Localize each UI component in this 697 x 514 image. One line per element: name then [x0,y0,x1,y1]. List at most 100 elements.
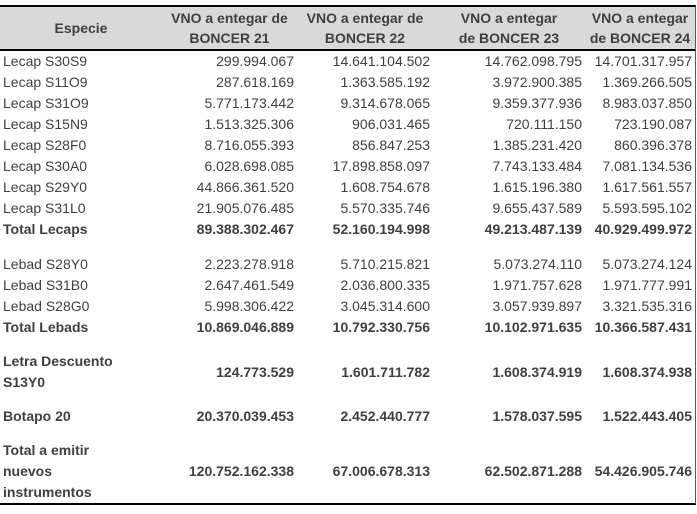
especie-cell: Lecap S30S9 [0,51,162,72]
vno-boncer-table: Especie VNO a entegar de BONCER 21 VNO a… [0,5,696,505]
value-cell-boncer22: 67.006.678.313 [332,463,430,479]
value-cell-boncer22: 10.792.330.756 [332,319,430,335]
table-row: Lecap S31L0 21.905.076.485 5.570.335.746… [0,198,695,219]
value-cell-boncer24: 54.426.905.746 [594,463,692,479]
value-cell-boncer21: 21.905.076.485 [196,200,294,216]
header-line: VNO a entegar de [306,10,424,26]
value-cell-boncer24: 7.081.134.536 [602,158,692,174]
value-cell-boncer21: 6.028.698.085 [204,158,294,174]
especie-label-line: nuevos [3,463,53,479]
value-cell-boncer24: 5.073.274.124 [602,256,692,272]
header-line: VNO a entegar de [171,10,288,26]
especie-label-line: Lebad S28G0 [3,298,90,314]
value-cell-boncer23: 3.972.900.385 [492,74,582,90]
especie-label-line: Total a emitir [3,442,90,458]
header-line: VNO a entegar [591,10,689,26]
especie-label-line: Letra Descuento [3,353,113,369]
value-cell-boncer22: 9.314.678.065 [340,95,430,111]
value-cell-boncer23: 62.502.871.288 [484,463,582,479]
value-cell-boncer23: 10.102.971.635 [484,319,582,335]
value-cell-boncer22: 1.608.754.678 [340,179,430,195]
spacer-row [0,338,695,351]
value-cell-boncer24: 3.321.535.316 [602,298,692,314]
table-row: Total a emitir nuevos instrumentos 120.752… [0,440,695,503]
table-row: Lecap S11O9 287.618.169 1.363.585.192 3.… [0,72,695,93]
especie-cell: Lecap S30A0 [0,156,162,177]
especie-cell: Lecap S15N9 [0,114,162,135]
especie-label-line: instrumentos [3,484,92,500]
table-row: Lebad S28Y0 2.223.278.918 5.710.215.821 … [0,254,695,275]
especie-label-line: Lecap S29Y0 [3,179,88,195]
value-cell-boncer22: 1.601.711.782 [341,363,430,380]
table-row: Lecap S28F0 8.716.055.393 856.847.253 1.… [0,135,695,156]
value-cell-boncer24: 1.608.374.938 [602,363,692,380]
especie-cell: Lebad S28G0 [0,296,162,317]
header-line: Especie [54,20,108,36]
especie-label-line: Lecap S31L0 [3,200,86,216]
value-cell-boncer23: 9.359.377.936 [492,95,582,111]
value-cell-boncer21: 8.716.055.393 [204,137,294,153]
especie-label-line: Lecap S30A0 [3,158,88,174]
value-cell-boncer21: 20.370.039.453 [196,408,294,424]
value-cell-boncer24: 8.983.037.850 [602,95,692,111]
especie-cell: Botapo 20 [0,406,162,427]
especie-cell: Lecap S11O9 [0,72,162,93]
value-cell-boncer23: 1.385.231.420 [492,137,582,153]
value-cell-boncer22: 2.036.800.335 [340,277,430,293]
especie-cell: Letra Descuento S13Y0 [0,351,162,393]
value-cell-boncer23: 5.073.274.110 [493,256,583,272]
value-cell-boncer21: 299.994.067 [216,53,294,69]
value-cell-boncer24: 723.190.087 [614,116,692,132]
value-cell-boncer22: 856.847.253 [352,137,430,153]
header-line: de BONCER 23 [458,30,560,46]
especie-label-line: Lecap S15N9 [3,116,88,132]
value-cell-boncer21: 44.866.361.520 [196,179,294,195]
value-cell-boncer22: 5.570.335.746 [340,200,430,216]
especie-label-line: Lebad S28Y0 [3,256,88,272]
value-cell-boncer21: 10.869.046.889 [196,319,294,335]
value-cell-boncer24: 1.971.777.991 [602,277,692,293]
value-cell-boncer23: 3.057.939.897 [492,298,582,314]
spacer-row [0,427,695,440]
value-cell-boncer23: 1.971.757.628 [492,277,582,293]
value-cell-boncer22: 17.898.858.097 [332,158,430,174]
header-line: BONCER 22 [324,30,406,46]
value-cell-boncer23: 49.213.487.139 [484,221,582,237]
value-cell-boncer23: 14.762.098.795 [484,53,582,69]
especie-cell: Total a emitir nuevos instrumentos [0,440,162,503]
especie-cell: Total Lecaps [0,219,162,240]
value-cell-boncer24: 40.929.499.972 [594,221,692,237]
value-cell-boncer23: 9.655.437.589 [492,200,582,216]
value-cell-boncer21: 124.773.529 [216,363,294,380]
especie-cell: Total Lebads [0,317,162,338]
value-cell-boncer22: 1.363.585.192 [340,74,430,90]
value-cell-boncer24: 5.593.595.102 [602,200,692,216]
table-row: Lecap S31O9 5.771.173.442 9.314.678.065 … [0,93,695,114]
value-cell-boncer24: 14.701.317.957 [594,53,692,69]
value-cell-boncer23: 1.578.037.595 [492,408,582,424]
value-cell-boncer24: 860.396.378 [614,137,692,153]
value-cell-boncer22: 2.452.440.777 [340,408,430,424]
especie-cell: Lecap S29Y0 [0,177,162,198]
column-header-especie: Especie [0,8,162,48]
especie-cell: Lecap S28F0 [0,135,162,156]
value-cell-boncer24: 1.369.266.505 [602,74,692,90]
value-cell-boncer21: 5.771.173.442 [204,95,294,111]
especie-cell: Lebad S31B0 [0,275,162,296]
especie-cell: Lebad S28Y0 [0,254,162,275]
header-line: de BONCER 24 [589,30,691,46]
especie-label-line: Total Lebads [3,319,89,335]
especie-cell: Lecap S31L0 [0,198,162,219]
value-cell-boncer21: 5.998.306.422 [204,298,294,314]
table-row: Lecap S15N9 1.513.325.306 906.031.465 72… [0,114,695,135]
especie-label-line: S13Y0 [3,374,46,390]
especie-label-line: Lecap S28F0 [3,137,87,153]
table-row: Lecap S29Y0 44.866.361.520 1.608.754.678… [0,177,695,198]
value-cell-boncer21: 1.513.325.306 [204,116,294,132]
especie-label-line: Lecap S30S9 [3,53,88,69]
especie-label-line: Botapo 20 [3,408,71,424]
value-cell-boncer24: 10.366.587.431 [594,319,692,335]
table-row: Lebad S31B0 2.647.461.549 2.036.800.335 … [0,275,695,296]
table-row: Lecap S30S9 299.994.067 14.641.104.502 1… [0,51,695,72]
